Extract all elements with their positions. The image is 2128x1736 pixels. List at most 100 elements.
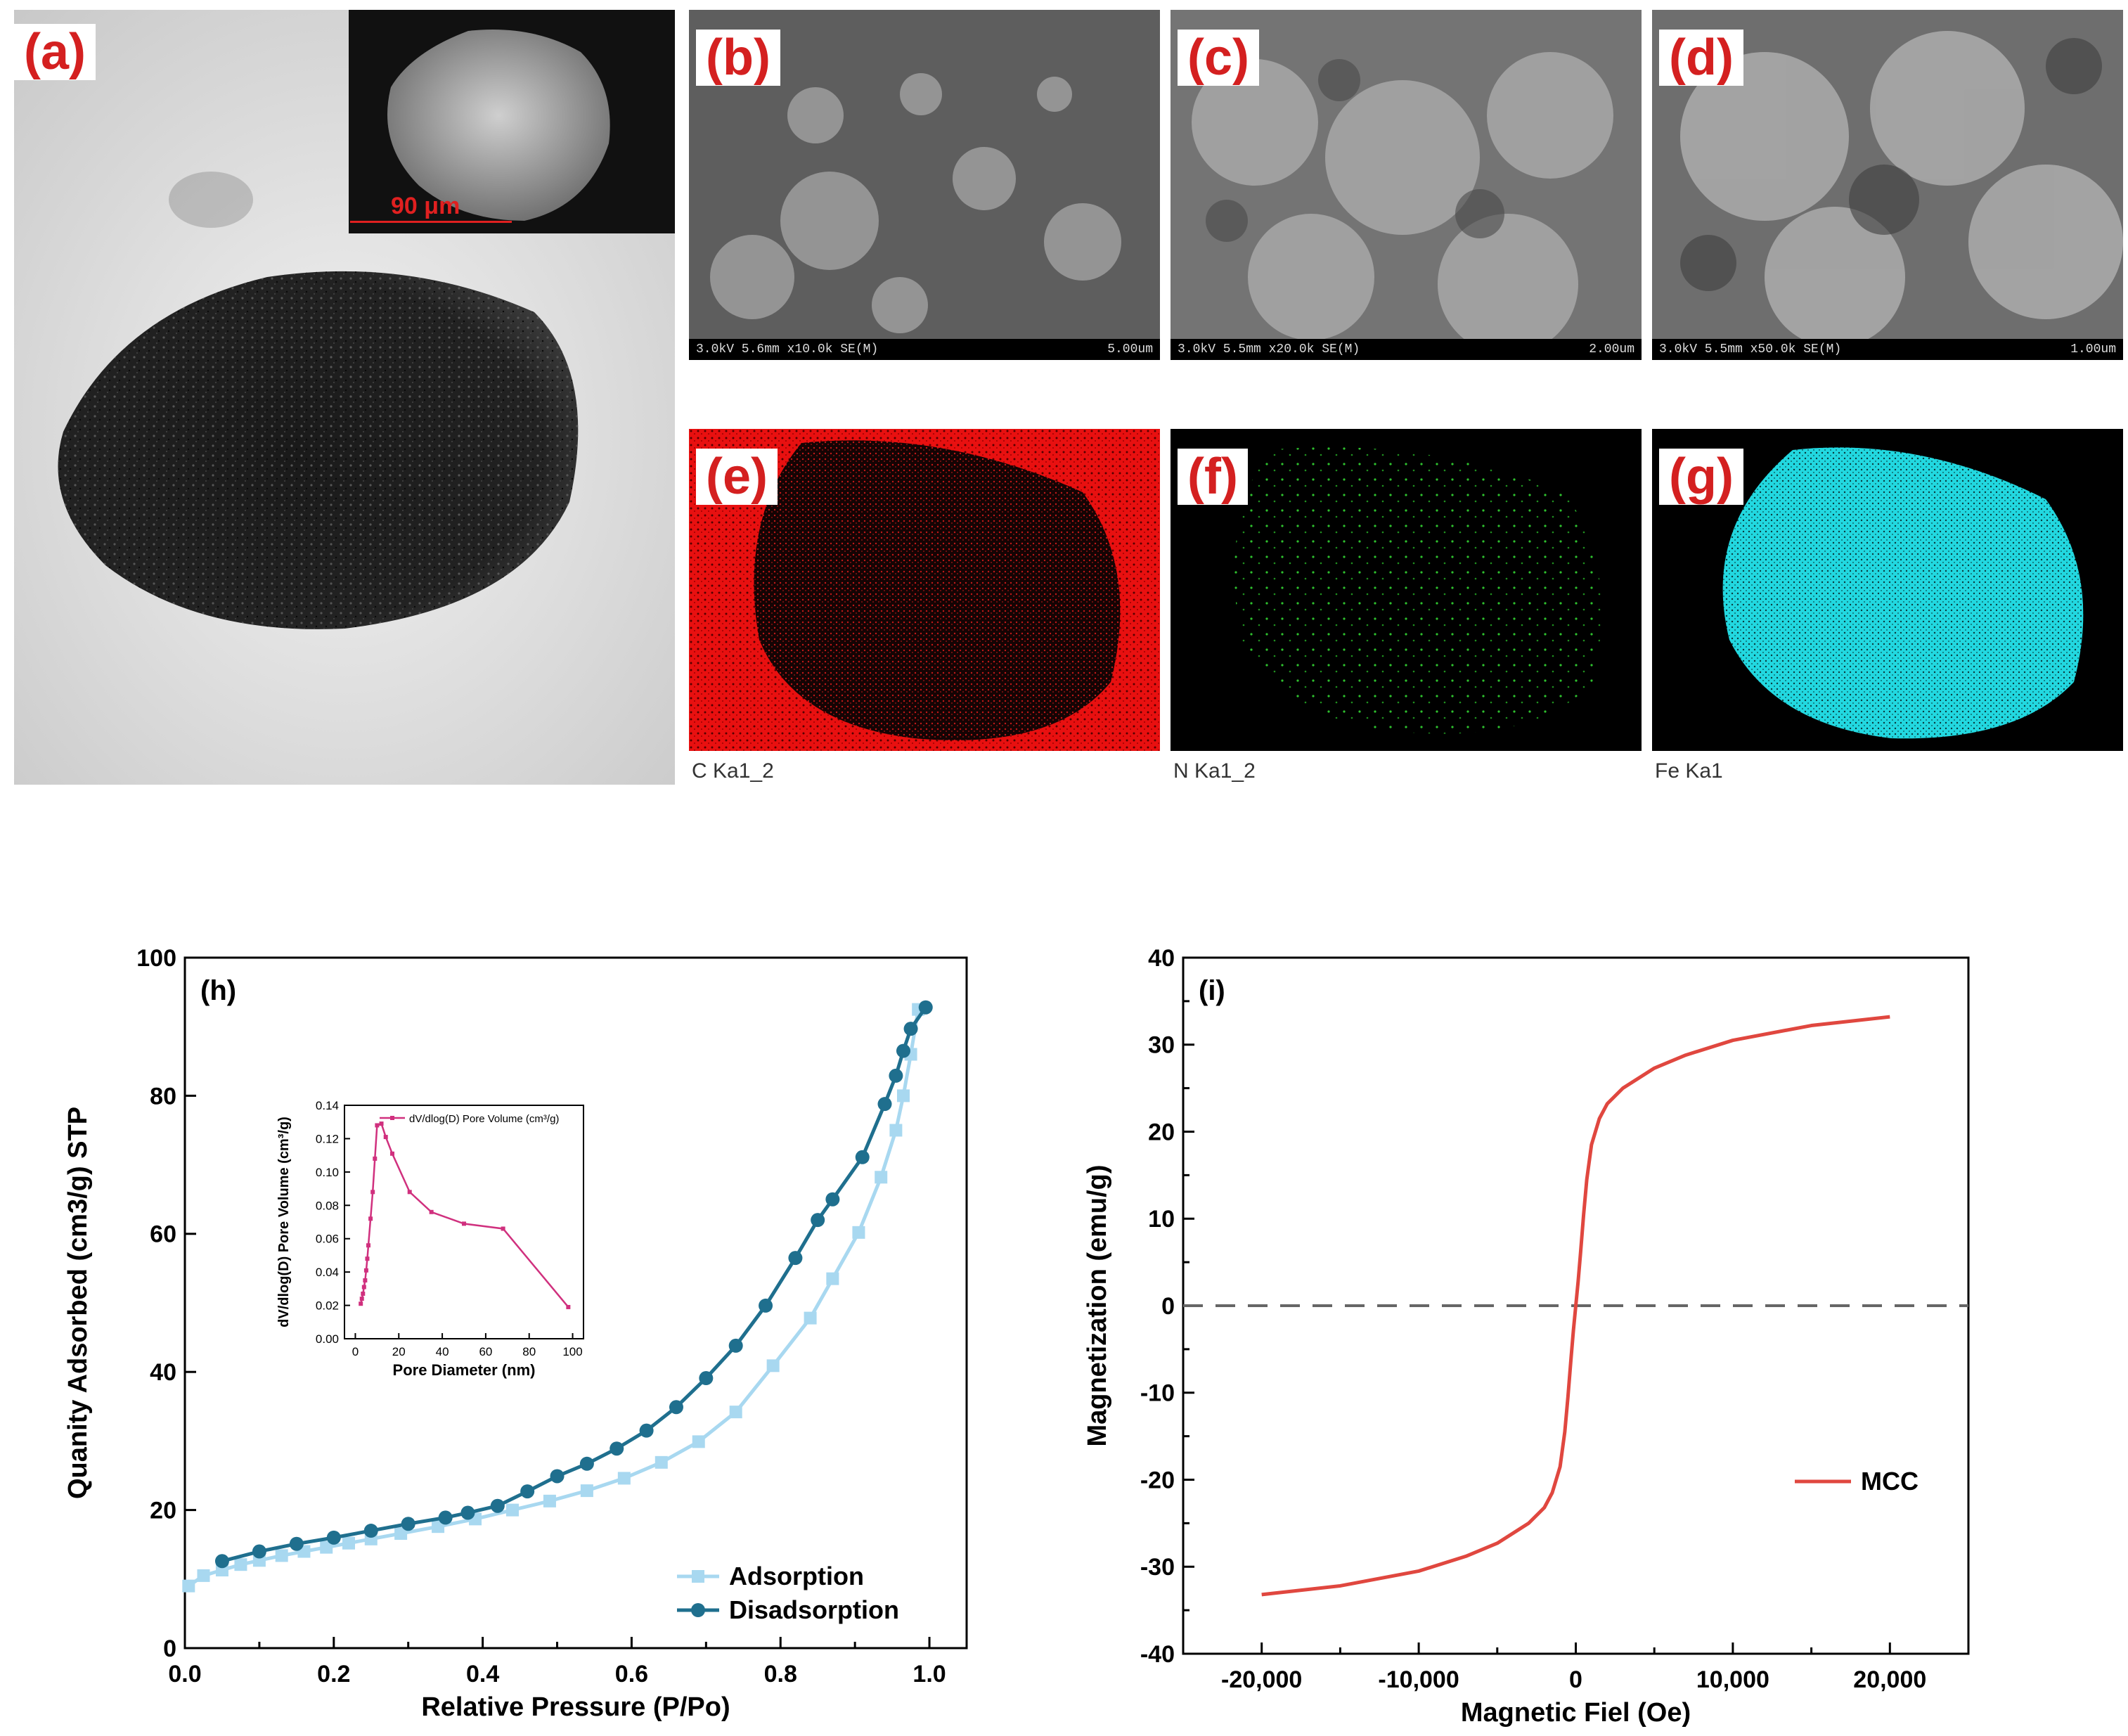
- inset-point: [366, 1243, 370, 1248]
- i-y-tick-label: -30: [1140, 1554, 1175, 1581]
- eds-caption-e: C Ka1_2: [692, 759, 774, 783]
- sem-inset: 90 μm: [349, 10, 675, 233]
- panel-label-f: (f): [1178, 449, 1248, 505]
- h-point-disadsorption: [550, 1469, 565, 1484]
- panel-label-g: (g): [1659, 449, 1743, 505]
- inset-point: [359, 1301, 363, 1306]
- h-point-adsorption: [729, 1406, 742, 1419]
- h-point-disadsorption: [728, 1338, 743, 1353]
- inset-point: [501, 1226, 505, 1231]
- sem-info-bar-d: 3.0kV 5.5mm x50.0k SE(M) 1.00um: [1652, 339, 2123, 360]
- h-point-adsorption: [852, 1226, 865, 1239]
- sem-scale-c: 2.00um: [1589, 342, 1634, 356]
- i-y-tick-label: -40: [1140, 1641, 1175, 1668]
- inset-point: [429, 1209, 434, 1214]
- i-x-tick-label: -20,000: [1221, 1666, 1302, 1693]
- i-panel-label: (i): [1199, 975, 1225, 1006]
- inset-x-tick-label: 60: [479, 1345, 492, 1358]
- eds-caption-f: N Ka1_2: [1173, 759, 1256, 783]
- panel-label-a: (a): [14, 24, 96, 80]
- sem-scale-d: 1.00um: [2070, 342, 2116, 356]
- panel-a-photo: (a) 90 μm: [14, 10, 675, 785]
- i-legend-label: MCC: [1861, 1467, 1919, 1496]
- h-point-disadsorption: [610, 1441, 624, 1456]
- inset-x-tick-label: 20: [392, 1345, 406, 1358]
- h-point-disadsorption: [877, 1097, 892, 1112]
- i-y-tick-label: -20: [1140, 1467, 1175, 1493]
- panel-label-b: (b): [696, 30, 780, 86]
- panel-f-eds-map: (f): [1171, 429, 1642, 751]
- h-y-tick-label: 40: [150, 1359, 176, 1386]
- inset-x-tick-label: 40: [436, 1345, 449, 1358]
- h-x-axis-label: Relative Pressure (P/Po): [421, 1692, 730, 1722]
- h-x-tick-label: 0.0: [168, 1661, 201, 1687]
- i-x-tick-label: -10,000: [1378, 1666, 1459, 1693]
- h-point-disadsorption: [759, 1298, 773, 1313]
- h-point-adsorption: [197, 1569, 210, 1582]
- inset-y-tick-label: 0.00: [316, 1332, 339, 1346]
- h-x-tick-label: 0.8: [764, 1661, 797, 1687]
- h-point-adsorption: [543, 1494, 556, 1507]
- h-y-tick-label: 80: [150, 1083, 176, 1110]
- h-legend-label-0: Adsorption: [729, 1562, 864, 1590]
- inset-point: [361, 1291, 366, 1296]
- i-y-tick-label: 40: [1148, 945, 1175, 972]
- panel-label-e: (e): [696, 449, 778, 505]
- h-point-disadsorption: [699, 1371, 714, 1386]
- inset-y-tick-label: 0.04: [316, 1266, 339, 1279]
- inset-point: [373, 1156, 378, 1161]
- h-point-adsorption: [692, 1435, 705, 1448]
- i-x-tick-label: 10,000: [1696, 1666, 1769, 1693]
- h-point-adsorption: [896, 1089, 910, 1102]
- h-point-adsorption: [275, 1549, 288, 1562]
- h-point-disadsorption: [579, 1456, 594, 1471]
- h-point-adsorption: [826, 1272, 839, 1285]
- inset-y-tick-label: 0.12: [316, 1132, 339, 1145]
- h-point-disadsorption: [289, 1536, 304, 1551]
- h-point-adsorption: [654, 1455, 668, 1469]
- h-point-disadsorption: [252, 1544, 266, 1559]
- h-y-axis-label: Quanity Adsorbed (cm3/g) STP: [63, 1107, 93, 1499]
- sem-info-bar-b: 3.0kV 5.6mm x10.0k SE(M) 5.00um: [689, 339, 1160, 360]
- inset-scale-text: 90 μm: [391, 193, 460, 219]
- h-point-disadsorption: [855, 1150, 870, 1164]
- chart-i-magnetization: -20,000 -10,000 0 10,000 20,000 -40 -30 -20 -10 0…: [1083, 945, 1970, 1728]
- inset-x-axis-label: Pore Diameter (nm): [393, 1361, 536, 1379]
- h-legend-marker-0: [692, 1570, 704, 1583]
- h-point-adsorption: [234, 1558, 247, 1571]
- eds-caption-g: Fe Ka1: [1655, 759, 1723, 783]
- inset-y-tick-label: 0.08: [316, 1199, 339, 1212]
- inset-x-tick-label: 0: [352, 1345, 359, 1358]
- h-y-tick-label: 100: [136, 945, 176, 972]
- h-x-tick-label: 0.4: [466, 1661, 499, 1687]
- h-legend-marker-1: [691, 1603, 705, 1617]
- panel-g-eds-map: (g): [1652, 429, 2123, 751]
- inset-point: [370, 1190, 375, 1195]
- h-point-disadsorption: [903, 1022, 918, 1036]
- i-x-tick-label: 20,000: [1853, 1666, 1926, 1693]
- h-point-disadsorption: [363, 1524, 378, 1538]
- inset-point: [375, 1123, 380, 1128]
- inset-point: [383, 1135, 388, 1140]
- i-y-tick-label: 0: [1161, 1293, 1175, 1320]
- h-x-tick-label: 1.0: [913, 1661, 946, 1687]
- i-y-tick-label: 20: [1148, 1119, 1175, 1145]
- h-point-adsorption: [617, 1472, 631, 1485]
- sem-scale-b: 5.00um: [1107, 342, 1153, 356]
- h-panel-label: (h): [200, 975, 236, 1006]
- inset-point: [379, 1121, 384, 1126]
- panel-c-sem: 3.0kV 5.5mm x20.0k SE(M) 2.00um (c): [1171, 10, 1642, 360]
- h-legend-label-1: Disadsorption: [729, 1595, 899, 1624]
- panel-e-eds-map: (e): [689, 429, 1160, 751]
- h-point-disadsorption: [639, 1423, 654, 1438]
- inset-y-tick-label: 0.14: [316, 1099, 339, 1112]
- sem-params-b: 3.0kV 5.6mm x10.0k SE(M): [696, 342, 879, 356]
- h-point-disadsorption: [326, 1530, 341, 1545]
- inset-x-tick-label: 100: [562, 1345, 582, 1358]
- inset-x-tick-label: 80: [522, 1345, 536, 1358]
- inset-point: [390, 1151, 394, 1156]
- inset-y-axis-label: dV/dlog(D) Pore Volume (cm³/g): [276, 1117, 292, 1327]
- sem-params-d: 3.0kV 5.5mm x50.0k SE(M): [1659, 342, 1842, 356]
- inset-point: [368, 1216, 373, 1221]
- h-point-adsorption: [182, 1579, 195, 1593]
